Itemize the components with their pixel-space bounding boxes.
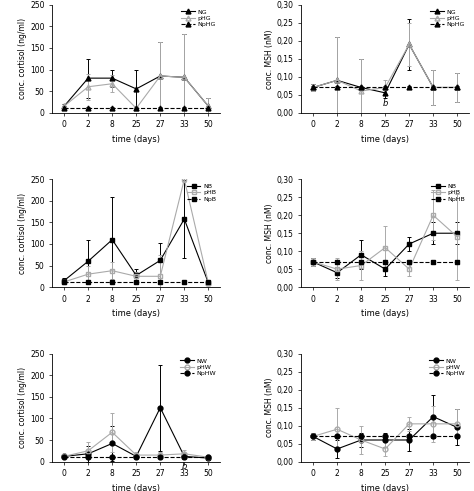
Legend: NG, pHG, NpHG: NG, pHG, NpHG [429, 8, 466, 28]
Y-axis label: conc. MSH (nM): conc. MSH (nM) [264, 29, 273, 88]
X-axis label: time (days): time (days) [112, 135, 160, 144]
Legend: NB, pHB, NpB: NB, pHB, NpB [185, 183, 217, 203]
Y-axis label: conc. MSH (nM): conc. MSH (nM) [264, 378, 273, 437]
Y-axis label: conc. MSH (nM): conc. MSH (nM) [264, 203, 273, 263]
X-axis label: time (days): time (days) [112, 309, 160, 318]
Legend: NW, pHW, NpHW: NW, pHW, NpHW [428, 357, 466, 378]
X-axis label: time (days): time (days) [361, 484, 409, 491]
X-axis label: time (days): time (days) [112, 484, 160, 491]
Y-axis label: conc. cortisol (ng/ml): conc. cortisol (ng/ml) [18, 18, 27, 99]
Text: b: b [182, 462, 187, 470]
X-axis label: time (days): time (days) [361, 135, 409, 144]
X-axis label: time (days): time (days) [361, 309, 409, 318]
Legend: NW, pHW, NpHW: NW, pHW, NpHW [179, 357, 217, 378]
Y-axis label: conc. cortisol (ng/ml): conc. cortisol (ng/ml) [18, 367, 27, 448]
Text: b: b [383, 99, 388, 108]
Y-axis label: conc. cortisol (ng/ml): conc. cortisol (ng/ml) [18, 192, 27, 274]
Legend: NB, pHB, NpHB: NB, pHB, NpHB [429, 183, 466, 203]
Legend: NG, pHG, NpHG: NG, pHG, NpHG [180, 8, 217, 28]
